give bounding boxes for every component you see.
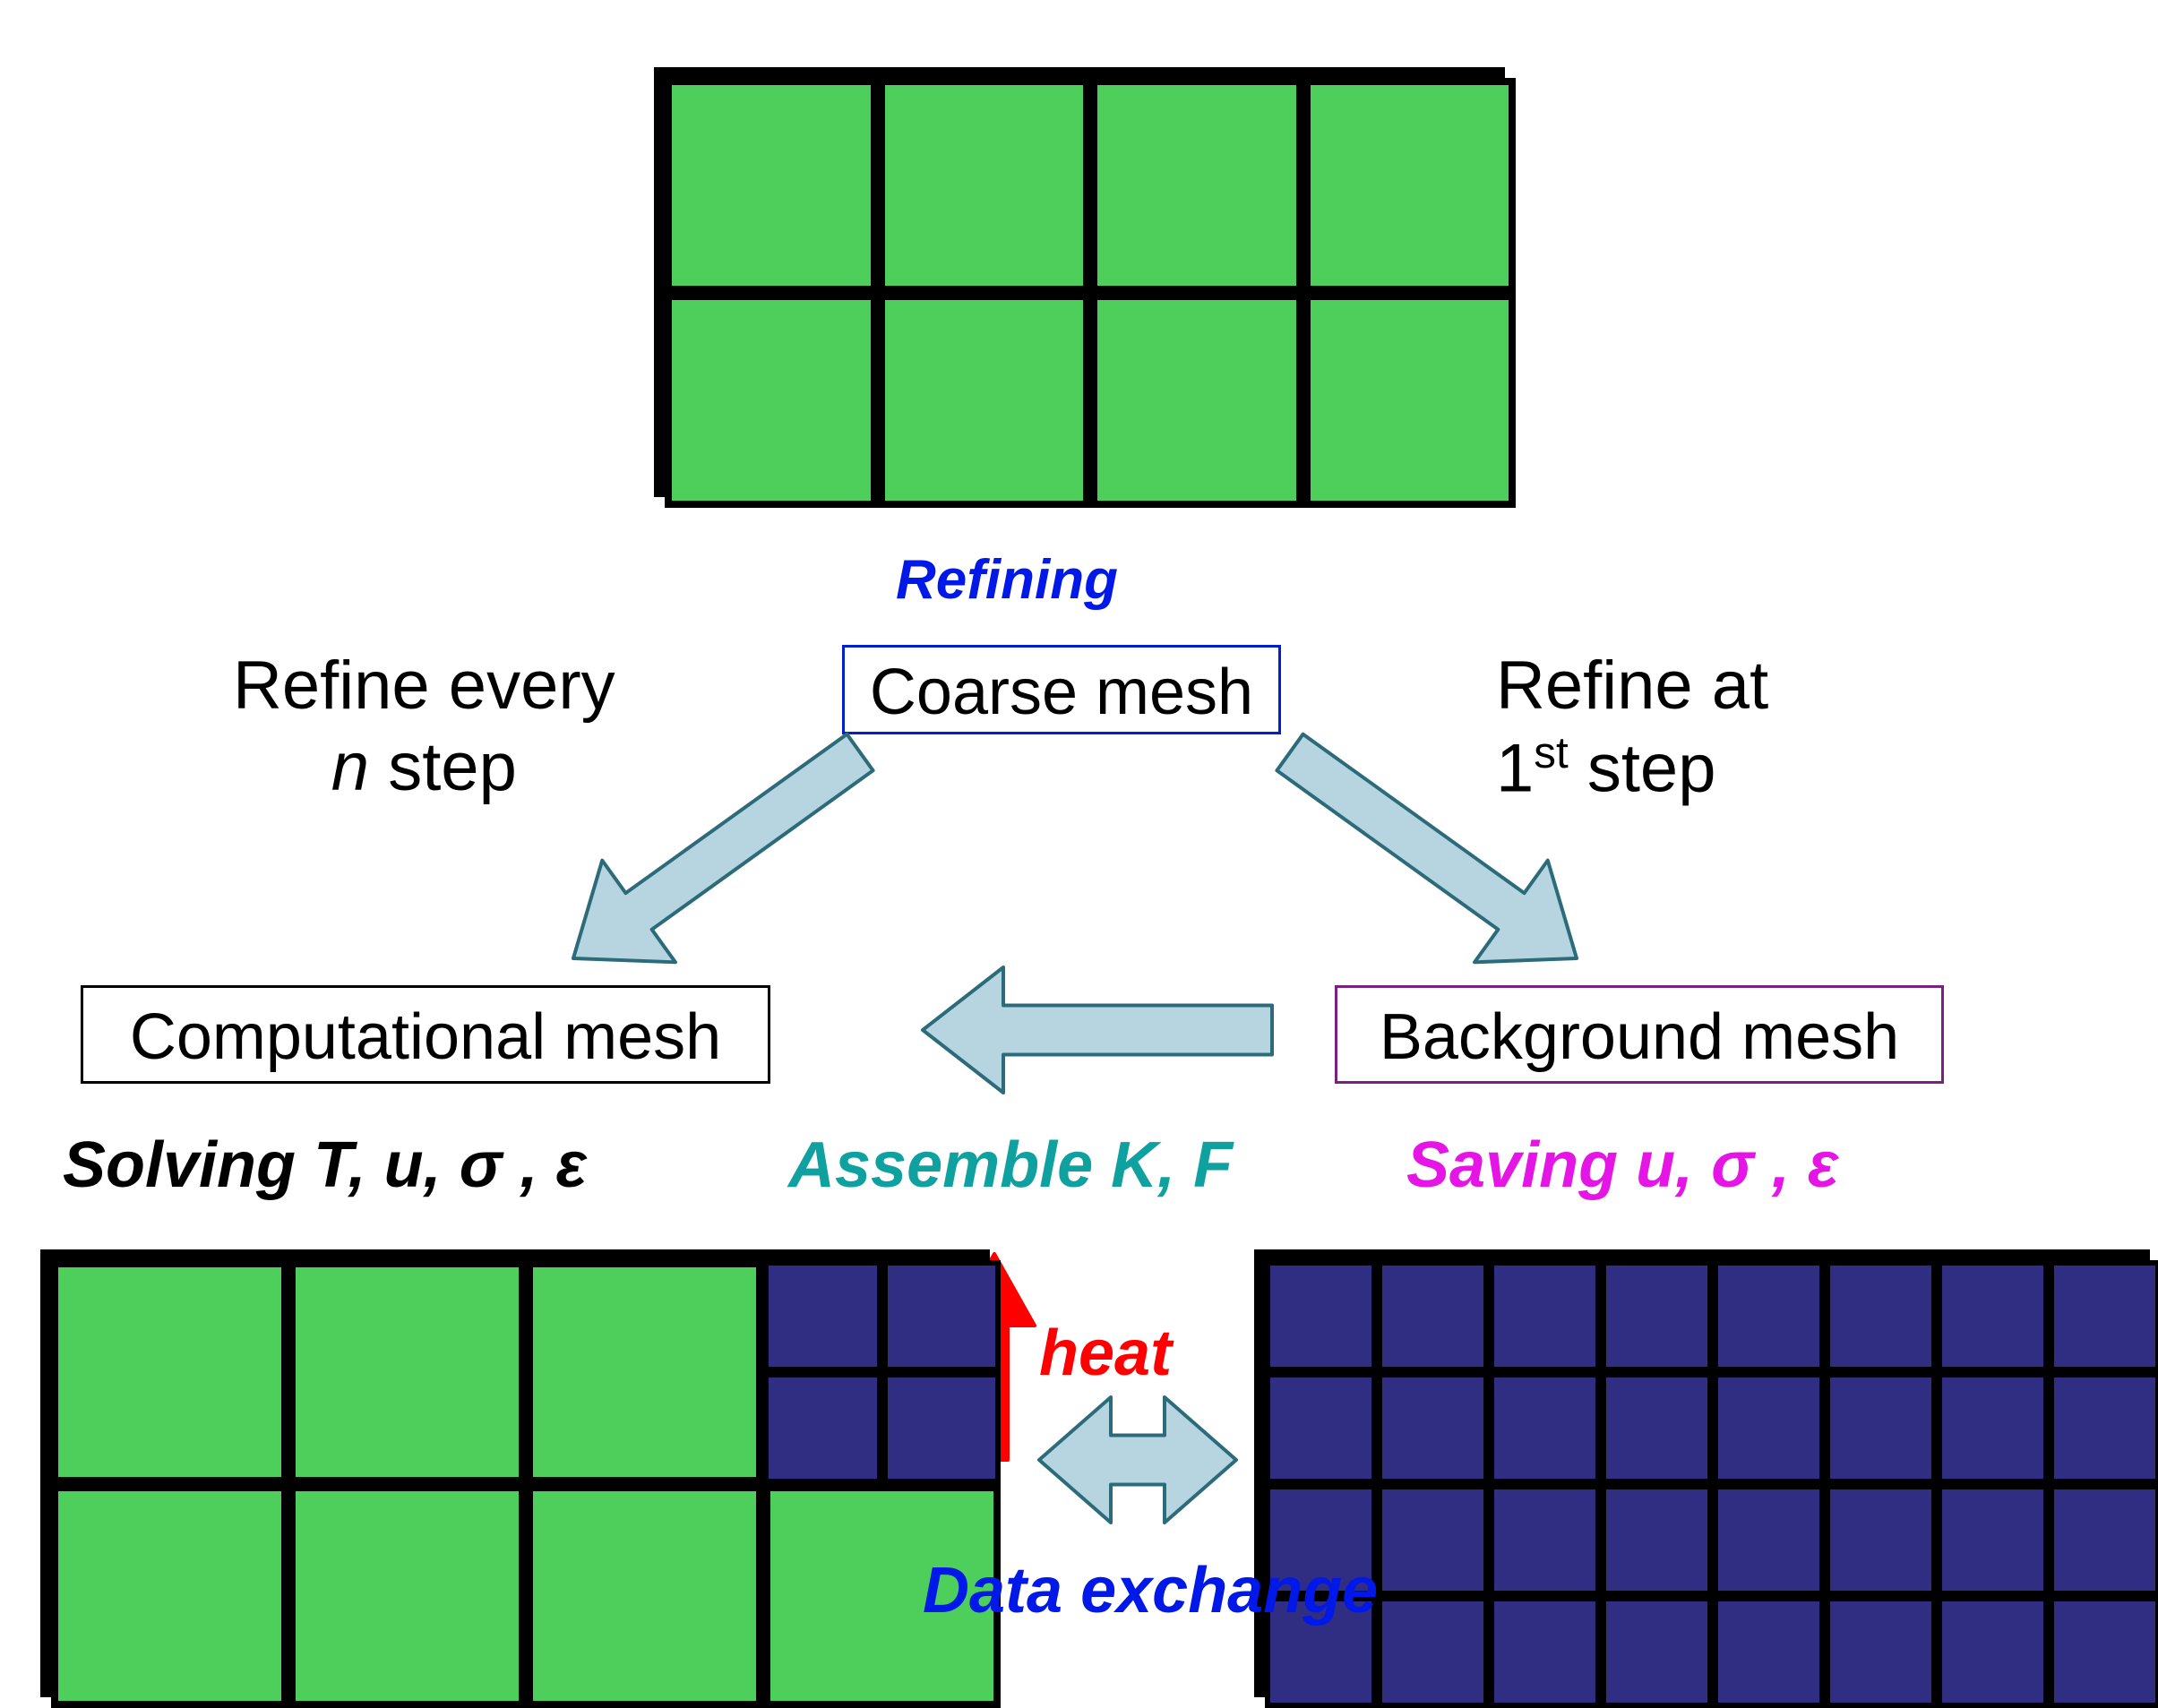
mesh-cell — [1265, 1372, 1377, 1484]
mesh-cell — [1601, 1484, 1713, 1596]
mesh-cell — [1713, 1260, 1825, 1372]
background-mesh-grid — [1254, 1249, 2150, 1697]
background-mesh-box: Background mesh — [1335, 985, 1944, 1084]
refined-subcell — [882, 1260, 1002, 1372]
mesh-cell — [1713, 1372, 1825, 1484]
mesh-cell — [1713, 1596, 1825, 1708]
mesh-cell — [1489, 1372, 1601, 1484]
heat-label: heat — [1039, 1317, 1172, 1390]
mesh-cell — [1377, 1260, 1489, 1372]
computational-mesh-grid — [40, 1249, 990, 1697]
mesh-cell — [1377, 1484, 1489, 1596]
mesh-cell — [1825, 1596, 1937, 1708]
diagram-canvas: Refining Refine every n step Refine at 1… — [0, 0, 2158, 1678]
data-exchange-label: Data exchange — [923, 1554, 1378, 1627]
mesh-cell — [1825, 1260, 1937, 1372]
mesh-cell — [51, 1260, 288, 1484]
computational-mesh-text: Computational mesh — [130, 1001, 721, 1073]
refined-subcell — [763, 1372, 882, 1484]
assemble-label: Assemble K, F — [788, 1129, 1233, 1202]
mesh-cell — [1825, 1372, 1937, 1484]
mesh-cell — [1937, 1372, 2049, 1484]
mesh-cell — [2049, 1260, 2158, 1372]
mesh-cell — [2049, 1596, 2158, 1708]
mesh-cell — [1377, 1372, 1489, 1484]
refined-subcell — [763, 1260, 882, 1372]
mesh-cell — [1377, 1596, 1489, 1708]
mesh-cell — [1489, 1260, 1601, 1372]
mesh-cell — [1825, 1484, 1937, 1596]
mesh-cell — [2049, 1484, 2158, 1596]
background-mesh-text: Background mesh — [1380, 1001, 1899, 1073]
mesh-cell — [288, 1260, 526, 1484]
mesh-cell — [526, 1484, 763, 1708]
mesh-cell — [1601, 1260, 1713, 1372]
mesh-cell — [1601, 1596, 1713, 1708]
mesh-cell — [1713, 1484, 1825, 1596]
mesh-cell — [2049, 1372, 2158, 1484]
mesh-cell — [1937, 1596, 2049, 1708]
mesh-cell — [1489, 1484, 1601, 1596]
mesh-cell — [1265, 1260, 1377, 1372]
refined-subcell — [882, 1372, 1002, 1484]
mesh-cell — [1489, 1596, 1601, 1708]
mesh-cell — [51, 1484, 288, 1708]
solving-label: Solving T, u, σ , ε — [63, 1129, 587, 1202]
saving-label: Saving u, σ , ε — [1406, 1129, 1838, 1202]
mesh-cell — [1937, 1260, 2049, 1372]
mesh-cell — [1937, 1484, 2049, 1596]
mesh-cell — [526, 1260, 763, 1484]
computational-mesh-box: Computational mesh — [81, 985, 770, 1084]
mesh-cell — [1601, 1372, 1713, 1484]
mesh-cell — [288, 1484, 526, 1708]
